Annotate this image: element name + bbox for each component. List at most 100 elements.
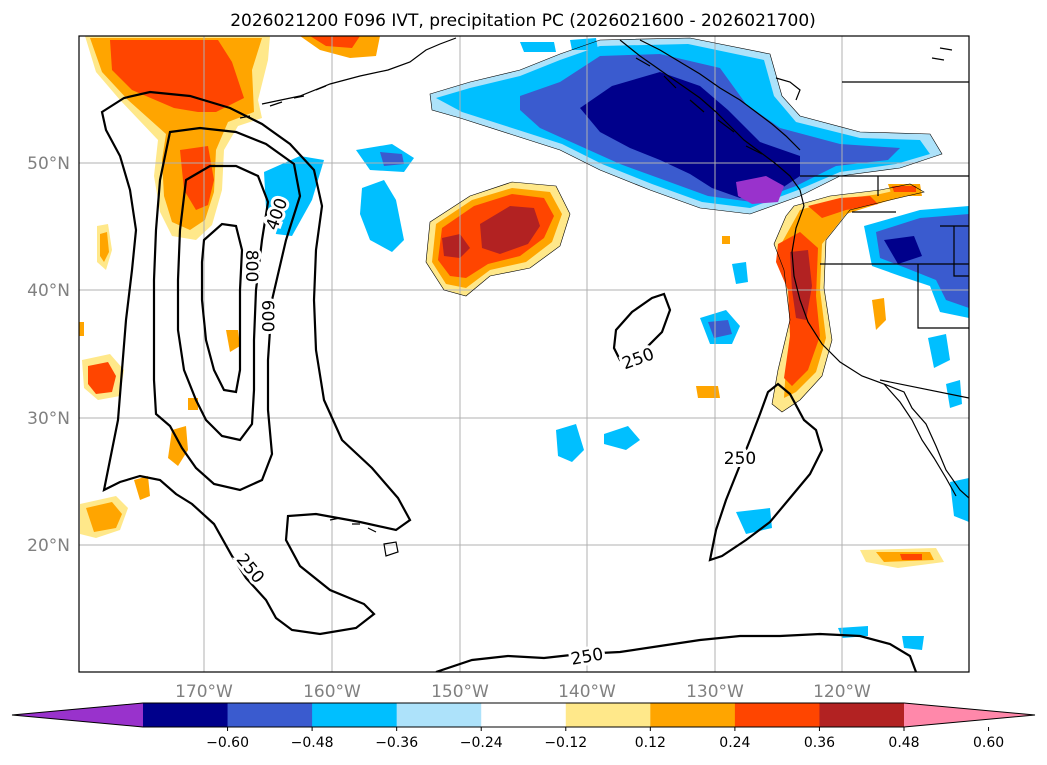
- precip-outlines: [425, 37, 943, 413]
- shade-blob-n12: [902, 636, 924, 650]
- lon-label: 140°W: [558, 682, 616, 702]
- shade-blob-n15: [950, 478, 969, 522]
- lat-label: 50°N: [27, 154, 70, 174]
- shade-blob-n6: [604, 426, 640, 450]
- shade-blob-e: [134, 476, 150, 500]
- shade-blob-n5: [556, 424, 584, 462]
- coastline-aleutians: [239, 85, 327, 119]
- ivt-contour-250-south: [435, 632, 918, 672]
- shade-blob-p6: [900, 554, 922, 560]
- shade-blob-f: [226, 330, 240, 352]
- ivt-contours: [100, 90, 918, 672]
- colorbar-bin: [734, 703, 820, 727]
- coastline-hawaii: [329, 517, 399, 557]
- colorbar-tick-label: 0.36: [804, 735, 835, 751]
- coastline-baja: [883, 383, 957, 497]
- colorbar-tick-label: 0.12: [635, 735, 666, 751]
- shade-blob-n9: [520, 42, 556, 52]
- lon-label: 160°W: [303, 682, 361, 702]
- map-panel: 800 600 400 250 250 250 250: [78, 35, 970, 673]
- colorbar-tick-label: −0.48: [291, 735, 334, 751]
- colorbar-tick-label: 0.24: [719, 735, 750, 751]
- coastline-bc-islands: [635, 57, 763, 155]
- colorbar-bin: [481, 703, 567, 727]
- shade-ne-purple: [736, 176, 784, 204]
- outline-coast: [771, 183, 925, 413]
- outline-central: [425, 181, 571, 297]
- contour-label-800: 800: [241, 250, 261, 282]
- colorbar-bin: [312, 703, 398, 727]
- coastline-bc-coast: [639, 39, 801, 151]
- shade-blob-n3: [264, 156, 324, 236]
- shade-ne-navy: [580, 72, 800, 198]
- colorbar-bin: [565, 703, 651, 727]
- lat-label: 20°N: [27, 536, 70, 556]
- colorbar-bin: [819, 703, 905, 727]
- colorbar-outline: [11, 702, 1036, 728]
- shade-blob-n2: [360, 180, 404, 252]
- colorbar-tick-label: −0.36: [375, 735, 418, 751]
- shade-blob-c2: [86, 502, 122, 532]
- colorbar: −0.60 −0.48 −0.36 −0.24 −0.12 0.12 0.24 0.36 0.4…: [11, 702, 1036, 751]
- shade-blob-p8: [892, 186, 916, 192]
- shade-sw-navy: [884, 236, 922, 264]
- shade-central-brick: [480, 206, 540, 254]
- colorbar-extend-low: [12, 703, 143, 727]
- colorbar-tick-label: −0.12: [544, 735, 587, 751]
- border-states: [820, 81, 969, 399]
- colorbar-bin: [650, 703, 736, 727]
- colorbar-bin: [396, 703, 482, 727]
- ivt-contour-250-east: [708, 382, 824, 562]
- shade-blob-n4b: [708, 320, 732, 338]
- ivt-contour-800: [200, 222, 244, 394]
- colorbar-bin: [143, 703, 229, 727]
- contour-label-600: 600: [257, 300, 277, 332]
- shade-blob-n13: [928, 334, 950, 368]
- shade-blob-h: [79, 322, 84, 336]
- shade-blob-n7: [732, 262, 748, 284]
- lon-axis-labels: 170°W 160°W 150°W 140°W 130°W 120°W: [175, 682, 871, 702]
- coastline-west-us: [791, 205, 969, 499]
- map-frame: [78, 35, 970, 673]
- shade-nw-red2: [180, 146, 214, 210]
- shade-blob-p1: [696, 386, 720, 398]
- coastline-arctic: [775, 47, 953, 101]
- colorbar-tick-label: 0.60: [973, 735, 1004, 751]
- colorbar-bin: [227, 703, 313, 727]
- shade-blob-p2: [722, 236, 730, 244]
- gridlines: [79, 36, 969, 672]
- shade-coast-top: [808, 196, 878, 218]
- colorbar-tick-label: −0.24: [460, 735, 503, 751]
- lon-label: 150°W: [431, 682, 489, 702]
- lon-label: 170°W: [175, 682, 233, 702]
- shade-top-red: [310, 36, 360, 48]
- lat-axis-labels: 50°N 40°N 30°N 20°N: [27, 154, 70, 556]
- shade-coast-brick: [790, 250, 812, 320]
- precip-shading: [79, 36, 969, 650]
- shade-blob-p3: [872, 298, 886, 330]
- colorbar-tick-label: 0.48: [888, 735, 919, 751]
- figure-title: 2026021200 F096 IVT, precipitation PC (2…: [230, 11, 816, 31]
- colorbar-extend-high: [904, 703, 1035, 727]
- shade-blob-b2: [88, 362, 116, 394]
- coastlines: [239, 37, 969, 557]
- shade-central-brick2: [442, 234, 470, 258]
- colorbar-tick-label: −0.60: [206, 735, 249, 751]
- shade-blob-a2: [100, 232, 109, 262]
- ivt-contour-250-mid: [612, 292, 672, 362]
- outline-ne: [429, 37, 943, 215]
- shade-blob-d: [168, 426, 188, 466]
- ivt-contour-600: [176, 164, 270, 442]
- lon-label: 120°W: [813, 682, 871, 702]
- ivt-contour-250-west: [100, 90, 412, 636]
- shade-blob-n1b: [380, 152, 404, 166]
- shade-blob-n14: [946, 380, 962, 408]
- contour-label-250-east: 250: [724, 449, 756, 469]
- lat-label: 40°N: [27, 281, 70, 301]
- coastline-bc: [619, 39, 805, 207]
- lon-label: 130°W: [686, 682, 744, 702]
- lat-label: 30°N: [27, 409, 70, 429]
- shade-sw-royal: [876, 214, 969, 308]
- shade-blob-n10: [570, 38, 598, 50]
